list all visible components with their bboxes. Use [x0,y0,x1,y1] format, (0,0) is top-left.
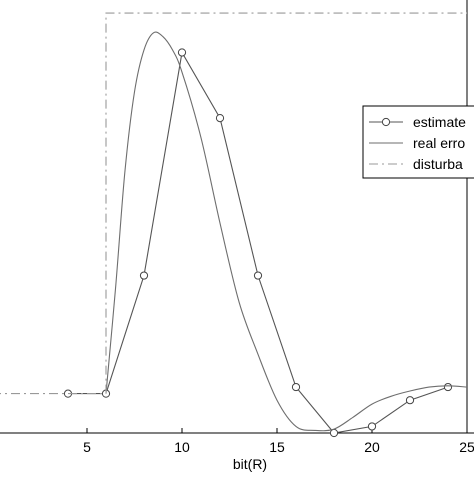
legend-label: estimate [413,114,466,130]
axes: 0510152025 [0,0,474,455]
legend-box [362,105,474,179]
x-tick-label: 25 [459,439,474,455]
x-tick-label: 10 [174,439,190,455]
series-line [105,31,468,432]
series-real-erro [105,31,468,432]
data-point [405,396,415,405]
data-point [443,382,453,392]
data-point [215,113,225,123]
data-point [329,428,339,438]
data-point [177,48,187,57]
legend-label: real erro [413,135,465,151]
series-line [0,12,467,395]
legend: estimate real erro disturba [362,105,474,179]
legend-marker [381,117,391,127]
data-point [253,271,263,280]
x-tick-label: 15 [269,439,285,455]
data-point [291,382,301,392]
data-point [139,271,149,280]
series-layer [0,12,468,438]
series-disturba [0,12,467,395]
x-tick-label: 20 [364,439,380,455]
x-axis-label: bit(R) [233,456,267,472]
x-tick-label: 5 [83,439,91,455]
data-point [367,422,377,431]
legend-label: disturba [413,156,463,172]
